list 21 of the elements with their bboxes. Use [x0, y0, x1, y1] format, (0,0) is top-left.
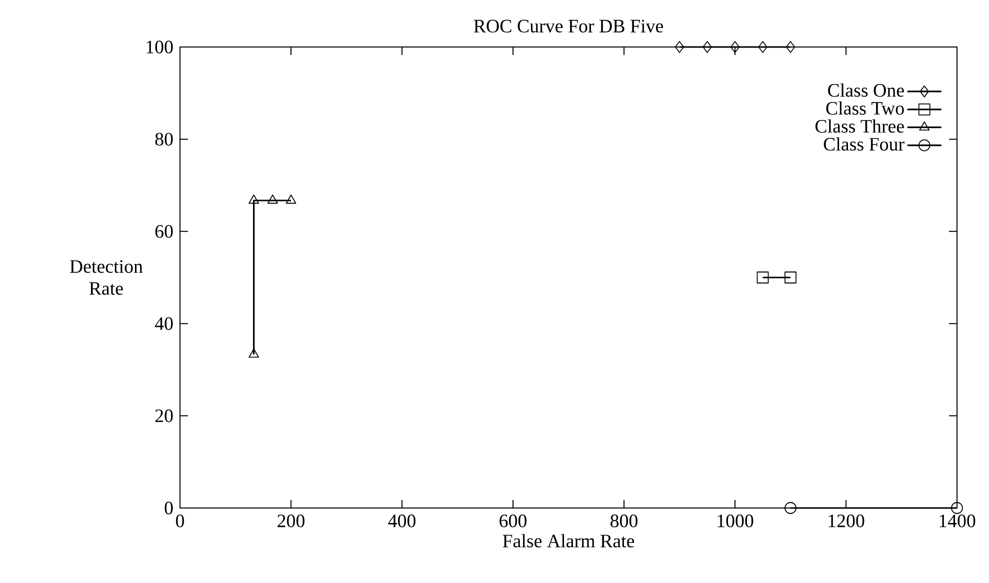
x-tick-label: 1000 — [718, 514, 754, 528]
x-tick-label: 200 — [278, 514, 304, 528]
x-tick-label: 1400 — [940, 514, 976, 528]
x-axis-title: False Alarm Rate — [502, 534, 634, 548]
legend-label: Class One — [828, 83, 904, 97]
legend-label: Class Four — [824, 137, 904, 151]
legend-label: Class Two — [826, 101, 904, 115]
chart-title: ROC Curve For DB Five — [474, 20, 664, 33]
y-tick-label: 60 — [155, 225, 173, 238]
x-tick-label: 600 — [500, 514, 526, 528]
y-tick-label: 20 — [155, 409, 173, 422]
x-tick-label: 400 — [388, 514, 416, 528]
y-tick-label: 0 — [164, 502, 173, 514]
y-tick-label: 40 — [154, 317, 173, 330]
y-axis-title: Detection Rate — [70, 260, 143, 295]
x-tick-label: 1200 — [828, 514, 864, 528]
y-tick-label: 100 — [146, 40, 173, 54]
y-tick-label: 80 — [155, 132, 173, 146]
legend-label: Class Three — [815, 119, 904, 133]
x-tick-label: 0 — [176, 514, 184, 528]
x-tick-label: 800 — [610, 514, 638, 528]
